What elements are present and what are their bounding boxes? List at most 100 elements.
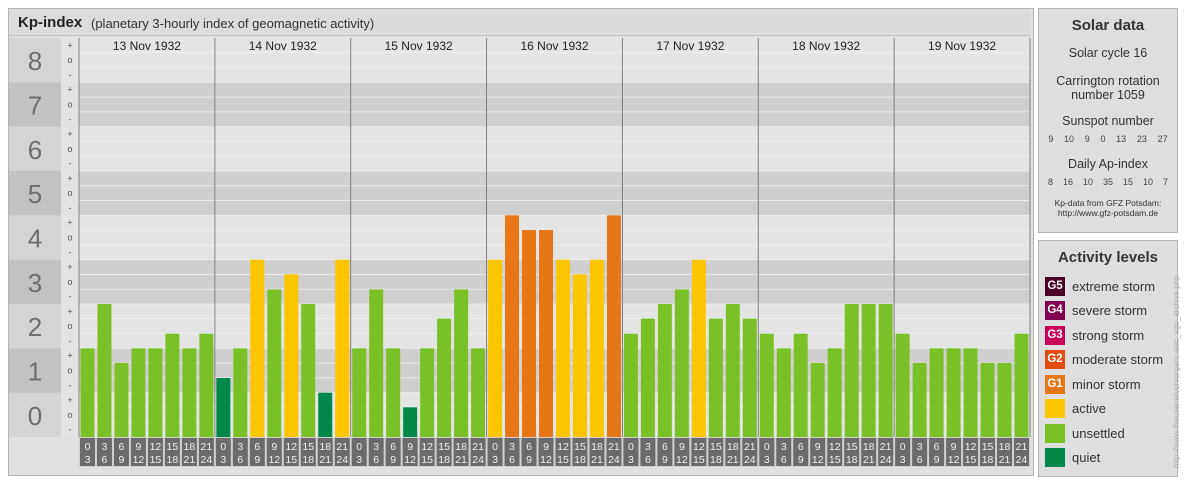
hour-cell [249,438,265,466]
level-swatch: G2 [1045,349,1065,369]
kp-bar [369,289,384,437]
hour-cell [130,438,146,466]
hour-start-label: 9 [815,441,821,453]
hour-start-label: 12 [693,441,705,453]
hour-end-label: 24 [472,454,484,466]
level-label: moderate storm [1072,351,1164,367]
y-band-label [9,171,61,216]
level-g5: G5 extreme storm [1045,276,1155,296]
hour-start-label: 6 [934,441,940,453]
y-minor-label: o [67,188,72,198]
hour-start-label: 6 [254,441,260,453]
hour-start-label: 0 [900,441,906,453]
y-tick-label: 3 [28,268,42,298]
hour-end-label: 18 [167,454,179,466]
hour-end-label: 3 [628,454,634,466]
hour-start-label: 9 [543,441,549,453]
kp-bar [335,259,350,437]
hour-cell [759,438,775,466]
hour-cell [589,438,605,466]
hour-end-label: 24 [608,454,620,466]
side-credit-text: http://www.theusenetvurvorgaru.alec_sgo_… [1172,275,1181,468]
y-minor-label: - [69,292,72,302]
hour-cell [80,438,95,466]
hour-end-label: 3 [85,454,91,466]
y-minor-label: o [67,410,72,420]
kp-bar [963,348,978,437]
hour-end-label: 12 [540,454,552,466]
day-label: 14 Nov 1932 [249,39,317,53]
hour-cell [368,438,384,466]
y-band [79,215,1030,260]
hour-cell [1014,438,1029,466]
hour-cell [487,438,503,466]
data-credit-url[interactable]: http://www.gfz-potsdam.de [1057,208,1159,218]
hour-start-label: 9 [271,441,277,453]
sunspot-value: 9 [1084,134,1090,144]
y-minor-label: o [67,144,72,154]
sunspot-value: 0 [1100,134,1106,144]
hour-end-label: 15 [965,454,977,466]
hour-end-label: 6 [917,454,923,466]
ap-value: 8 [1047,177,1053,187]
kp-bar [301,304,316,437]
hour-cell [436,438,452,466]
level-unsettled: unsettled [1045,423,1125,443]
ap-value: 15 [1122,177,1133,187]
y-band-label [9,82,61,127]
hour-cell [351,438,367,466]
ap-value: 10 [1142,177,1153,187]
hour-end-label: 18 [302,454,314,466]
hour-start-label: 6 [119,441,125,453]
y-minor-label: - [69,159,72,169]
kp-bar [929,348,944,437]
sunspot-value: 9 [1048,134,1054,144]
hour-cell [691,438,707,466]
level-active: active [1045,398,1106,418]
hour-cell [674,438,690,466]
hour-cell [385,438,401,466]
level-g4: G4 severe storm [1045,300,1147,320]
hour-start-label: 0 [628,441,634,453]
y-minor-label: + [67,351,72,361]
hour-end-label: 6 [509,454,515,466]
solar-cycle: Solar cycle 16 [1068,46,1148,60]
hour-end-label: 12 [133,454,145,466]
level-label: quiet [1072,449,1101,465]
y-band-label [9,348,61,393]
kp-bar [403,407,418,437]
hour-cell [266,438,282,466]
kp-bar [488,259,503,437]
hour-cell [232,438,248,466]
hour-start-label: 3 [237,441,243,453]
hour-end-label: 21 [455,454,467,466]
hour-cell [912,438,928,466]
hour-end-label: 15 [829,454,841,466]
hour-end-label: 24 [1016,454,1028,466]
kp-bar [997,362,1012,437]
y-minor-label: - [69,114,72,124]
hour-start-label: 3 [373,441,379,453]
hour-start-label: 15 [167,441,179,453]
hour-end-label: 18 [574,454,586,466]
hour-cell [895,438,911,466]
sunspot-value: 13 [1116,134,1127,144]
y-tick-label: 1 [28,357,42,387]
sunspot-value: 23 [1136,134,1147,144]
hour-cell [453,438,469,466]
hour-end-label: 24 [201,454,213,466]
y-minor-label: + [67,262,72,272]
y-band [79,171,1030,216]
level-swatch: G5 [1045,276,1065,296]
kp-bar [250,259,265,437]
hour-start-label: 0 [85,441,91,453]
kp-bar [216,378,231,437]
y-tick-label: 8 [28,46,42,76]
hour-cell [181,438,197,466]
hour-start-label: 0 [356,441,362,453]
level-swatch: G3 [1045,325,1065,345]
kp-bar [776,348,791,437]
kp-bar [318,392,333,437]
y-minor-label: + [67,306,72,316]
hour-start-label: 12 [829,441,841,453]
